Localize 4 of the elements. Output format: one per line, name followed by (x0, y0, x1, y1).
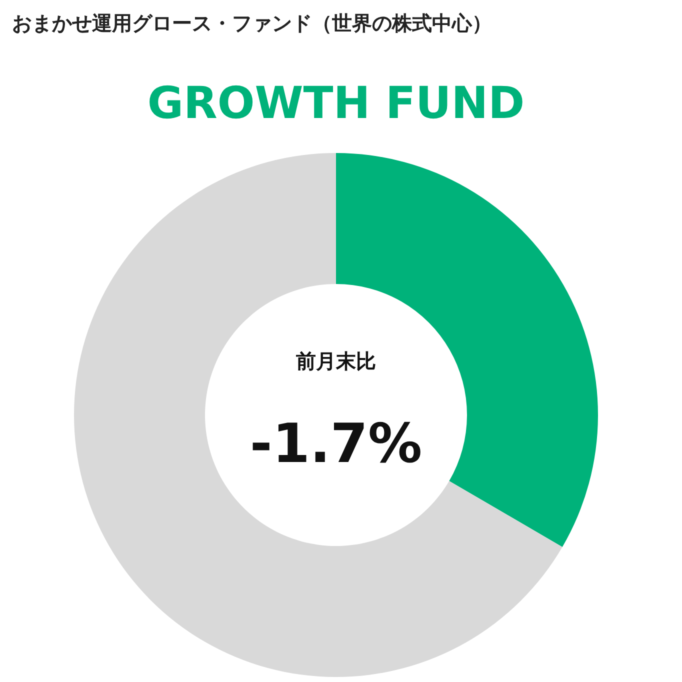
chart-title: おまかせ運用グロース・ファンド（世界の株式中心） (12, 11, 492, 35)
text: -1.7% (250, 412, 422, 475)
text: 前月末比 (295, 349, 376, 373)
chart-subtitle: GROWTH FUND (147, 78, 525, 129)
